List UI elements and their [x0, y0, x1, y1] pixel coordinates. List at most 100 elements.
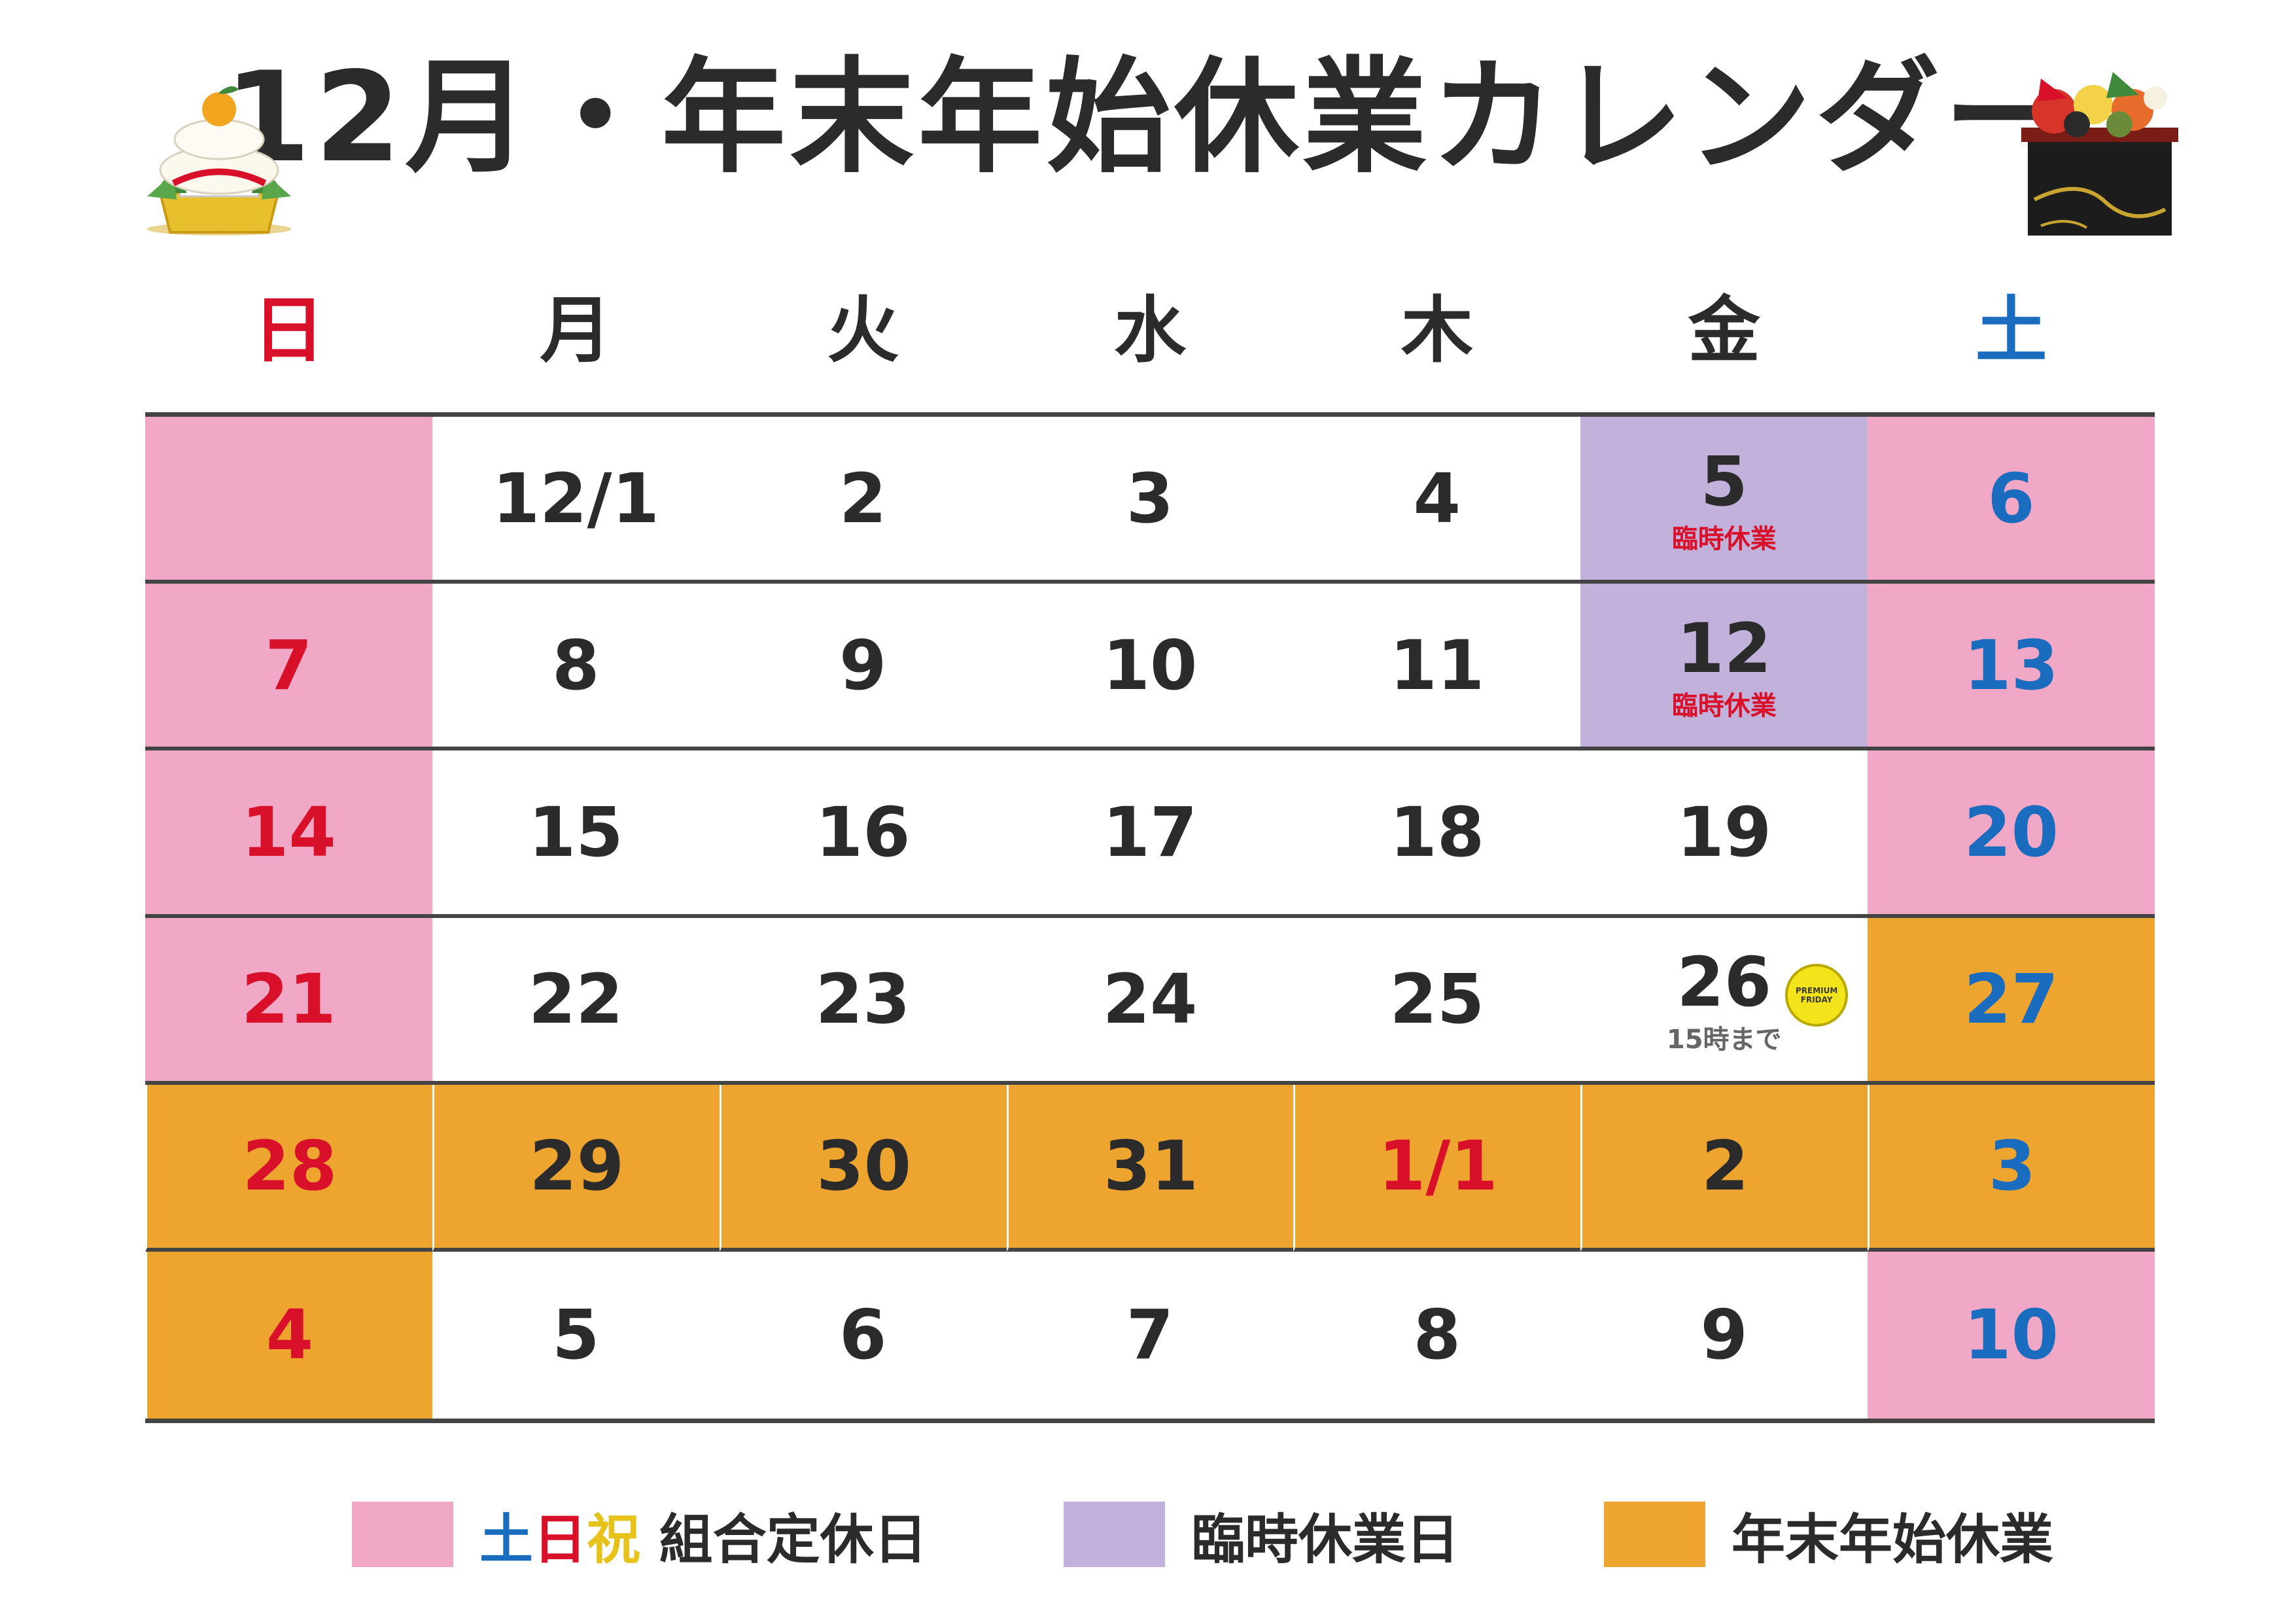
day-number: 12 — [1677, 608, 1772, 688]
day-number: 19 — [1677, 792, 1772, 872]
day-note: 臨時休業 — [1671, 690, 1777, 721]
day-cell: 10 — [1868, 1251, 2155, 1419]
legend-new-year-label: 年末年始休業 — [1731, 1508, 2054, 1571]
day-cell: 4 — [1293, 417, 1581, 584]
day-cell: 15 — [432, 750, 720, 918]
day-number: 16 — [815, 792, 911, 872]
legend-temporary-label: 臨時休業日 — [1191, 1508, 1460, 1571]
day-number: 6 — [1987, 458, 2035, 538]
day-number: 29 — [529, 1126, 625, 1207]
legend-swatch-pink — [352, 1502, 453, 1567]
day-cell: 8 — [432, 584, 720, 751]
day-number: 10 — [1964, 1295, 2059, 1375]
day-number: 26 — [1677, 942, 1772, 1023]
weekday-sat: 土 — [1975, 289, 2047, 372]
day-cell: 3 — [1006, 417, 1294, 584]
legend-new-year: 年末年始休業 — [1604, 1498, 2053, 1571]
day-number: 2 — [839, 458, 887, 538]
day-cell: 7 — [1007, 1252, 1294, 1419]
day-cell: 2 — [1580, 1084, 1868, 1252]
day-number: 27 — [1964, 959, 2059, 1040]
weekday-wed: 水 — [1113, 289, 1186, 372]
day-number: 1/1 — [1378, 1126, 1498, 1207]
day-cell: 22 — [432, 918, 720, 1085]
day-number: 31 — [1104, 1126, 1198, 1207]
day-cell: 23 — [719, 918, 1007, 1085]
premium-friday-line2: FRIDAY — [1800, 995, 1833, 1004]
day-cell: 5 — [432, 1252, 720, 1419]
day-number: 7 — [265, 625, 313, 705]
day-cell: 26 15時まで PREMIUM FRIDAY — [1580, 918, 1868, 1085]
day-cell: 14 — [145, 750, 432, 918]
day-note: 臨時休業 — [1671, 523, 1777, 554]
day-number: 9 — [839, 625, 887, 705]
premium-friday-badge: PREMIUM FRIDAY — [1785, 963, 1849, 1027]
legend-sun: 日 — [533, 1508, 587, 1571]
day-cell: 7 — [145, 584, 432, 751]
day-number: 8 — [552, 625, 600, 705]
day-number: 17 — [1102, 792, 1198, 872]
premium-friday-line1: PREMIUM — [1795, 985, 1838, 995]
day-number: 25 — [1389, 959, 1485, 1040]
day-cell: 17 — [1006, 750, 1294, 918]
kagami-mochi-icon — [141, 62, 298, 239]
day-cell: 18 — [1293, 750, 1581, 918]
legend-holiday-text: 土日祝 組合定休日 — [479, 1496, 928, 1574]
day-number: 9 — [1700, 1295, 1748, 1375]
day-cell: 10 — [1006, 584, 1294, 751]
day-cell: 24 — [1006, 918, 1294, 1085]
legend-hol: 祝 — [587, 1508, 641, 1571]
day-cell: 16 — [719, 750, 1007, 918]
day-cell: 13 — [1868, 584, 2155, 751]
weekday-thu: 木 — [1400, 289, 1473, 372]
day-cell: 9 — [1580, 1252, 1868, 1419]
osechi-box-icon — [2015, 59, 2185, 242]
day-number: 18 — [1389, 792, 1485, 872]
day-number: 24 — [1102, 959, 1198, 1040]
day-cell: 19 — [1580, 750, 1868, 918]
day-number: 7 — [1126, 1295, 1174, 1375]
day-cell: 8 — [1293, 1252, 1580, 1419]
day-number: 14 — [241, 792, 336, 872]
day-number: 4 — [266, 1295, 314, 1375]
day-cell: 21 — [145, 917, 432, 1085]
day-cell: 5 臨時休業 — [1580, 417, 1868, 584]
day-cell: 1/1 — [1293, 1084, 1581, 1252]
day-number: 12/1 — [492, 458, 659, 538]
day-number: 3 — [1988, 1126, 2036, 1207]
day-number: 11 — [1389, 625, 1485, 705]
day-number: 21 — [241, 959, 336, 1040]
day-number: 5 — [552, 1295, 600, 1375]
day-cell: 28 — [145, 1084, 432, 1252]
day-number: 28 — [242, 1126, 338, 1207]
legend-sat: 土 — [479, 1508, 534, 1571]
day-cell: 12/1 — [432, 417, 720, 584]
day-cell: 9 — [719, 584, 1007, 751]
weekday-fri: 金 — [1688, 289, 1760, 372]
day-number: 6 — [839, 1295, 887, 1375]
day-number: 4 — [1413, 458, 1461, 538]
day-note: 15時まで — [1666, 1025, 1782, 1055]
day-number: 8 — [1413, 1295, 1461, 1375]
day-number: 20 — [1964, 792, 2059, 872]
day-number: 30 — [816, 1126, 911, 1207]
day-number: 2 — [1701, 1126, 1749, 1207]
weekday-mon: 月 — [540, 289, 612, 372]
day-cell: 11 — [1293, 584, 1581, 751]
day-number: 5 — [1700, 441, 1748, 521]
day-number: 13 — [1964, 625, 2059, 705]
day-number: 15 — [528, 792, 623, 872]
day-cell: 4 — [145, 1251, 432, 1419]
legend-swatch-orange — [1604, 1502, 1705, 1567]
day-cell: 2 — [719, 417, 1007, 584]
day-number: 10 — [1102, 625, 1198, 705]
weekday-tue: 火 — [827, 289, 899, 372]
calendar-grid: 12/1 2 3 4 5 臨時休業 6 7 8 9 10 11 12 臨時休業 13 14 15 16 17 18 19… — [145, 412, 2155, 1423]
day-number: 23 — [815, 959, 911, 1040]
legend-holiday-label: 組合定休日 — [640, 1508, 928, 1571]
day-cell: 12 臨時休業 — [1580, 584, 1868, 751]
legend-temporary: 臨時休業日 — [1064, 1498, 1459, 1571]
weekday-sun: 日 — [252, 289, 325, 372]
page-title: 12月・年末年始休業カレンダー — [224, 45, 2072, 190]
day-cell: 6 — [720, 1252, 1007, 1419]
